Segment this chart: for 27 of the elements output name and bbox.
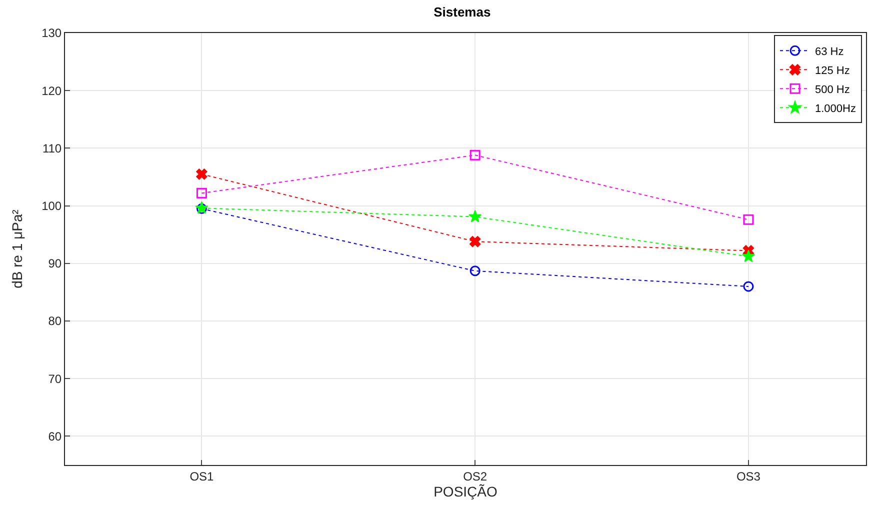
legend-label: 63 Hz [814, 46, 844, 58]
y-tick-label: 60 [48, 429, 62, 444]
y-tick-label: 80 [48, 314, 62, 328]
y-tick-label: 130 [42, 26, 62, 40]
legend-label: 1.000Hz [814, 102, 856, 115]
point [470, 266, 480, 276]
legend-label: 500 Hz [814, 84, 850, 96]
x-tick-label: OS3 [736, 469, 761, 484]
point [743, 281, 754, 292]
x-axis-title: POSIÇÃO [434, 484, 498, 500]
legend-label: 125 Hz [814, 64, 850, 77]
point [196, 168, 208, 180]
chart-title: Sistemas [434, 4, 491, 20]
point [470, 150, 480, 160]
y-tick-label: 70 [48, 372, 62, 386]
y-tick-label: 100 [42, 199, 62, 213]
point [743, 214, 754, 225]
point [469, 236, 481, 248]
x-tick-label: OS2 [463, 469, 488, 484]
point [468, 210, 482, 222]
y-tick-label: 120 [42, 84, 62, 98]
y-tick-label: 110 [42, 141, 62, 156]
point [742, 250, 755, 262]
y-tick-label: 90 [48, 256, 62, 271]
point [196, 188, 207, 198]
y-axis-title: dB re 1 μPa² [9, 209, 26, 288]
x-tick-label: OS1 [190, 469, 214, 484]
